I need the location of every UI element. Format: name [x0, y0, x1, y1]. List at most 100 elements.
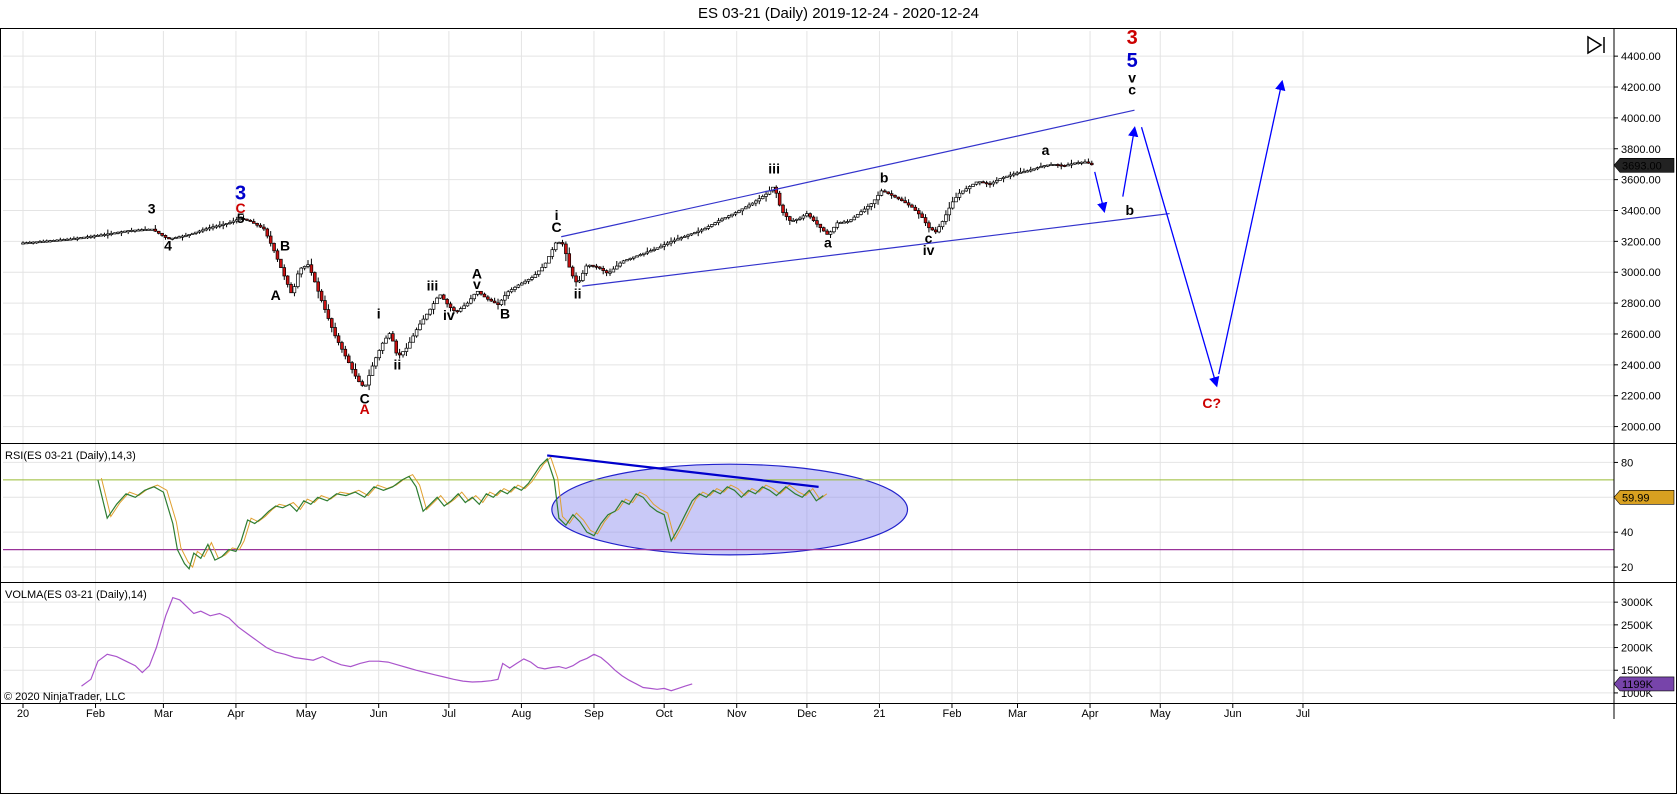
candle-body [51, 240, 56, 242]
candle-body [726, 215, 731, 218]
price-y-tick-label: 3400.00 [1621, 205, 1661, 217]
candle-body [24, 242, 29, 245]
candle-body [957, 192, 962, 198]
candle-body [601, 268, 605, 271]
candle-body [360, 381, 365, 386]
candle-body [920, 213, 924, 218]
candle-body [713, 222, 717, 225]
candle-body [465, 302, 470, 307]
wave-label: A [472, 265, 482, 281]
candle-body [618, 262, 622, 267]
candle-body [357, 375, 361, 383]
divergence-line [547, 454, 819, 488]
candlestick-series [21, 158, 1094, 391]
candle-body [615, 265, 619, 270]
candle-body [136, 229, 141, 232]
candle-body [598, 266, 602, 269]
candle-body [1032, 168, 1036, 171]
candle-body [659, 245, 663, 249]
chart-title: ES 03-21 (Daily) 2019-12-24 - 2020-12-24 [698, 5, 979, 22]
candle-body [296, 273, 300, 287]
price-panel [21, 79, 1286, 391]
wave-label: 5 [237, 210, 245, 226]
candle-body [462, 305, 466, 309]
volma-y-tick-label: 2000K [1621, 643, 1653, 655]
candle-body [201, 229, 205, 232]
price-y-tick-label: 2600.00 [1621, 329, 1661, 341]
candle-body [760, 196, 765, 200]
grid-layer [3, 31, 1614, 702]
chart-canvas[interactable]: 20 Feb Mar Apr May Jun Jul Aug Sep Oct Nov Dec 21 Feb… [1, 29, 1676, 793]
candle-body [380, 342, 385, 351]
candle-body [475, 290, 480, 295]
candle-body [353, 369, 358, 377]
candle-body [163, 235, 168, 238]
candle-body [631, 256, 636, 259]
candle-body [479, 290, 483, 295]
rsi-signal-line [100, 456, 828, 569]
volma-last-value-badge: 1199K [1613, 676, 1675, 692]
candle-body [350, 362, 354, 370]
wave-label: C [236, 200, 246, 216]
candle-body [530, 277, 534, 280]
candle-body [984, 182, 989, 185]
candle-body [370, 365, 375, 376]
candle-body [689, 233, 694, 236]
candle-body [933, 229, 938, 233]
candle-body [211, 226, 215, 229]
volma-panel [81, 596, 693, 692]
candle-body [1005, 175, 1009, 178]
candle-body [489, 298, 493, 302]
candle-body [1028, 169, 1033, 172]
candle-body [448, 303, 453, 308]
candle-body [194, 231, 198, 234]
candle-body [577, 280, 582, 283]
volma-last-value-label: 1199K [1622, 679, 1654, 691]
candle-body [292, 286, 297, 294]
candle-body [771, 186, 775, 192]
candle-body [1083, 161, 1087, 164]
price-y-tick-label: 2800.00 [1621, 298, 1661, 310]
candle-body [1056, 164, 1060, 166]
candle-body [323, 300, 327, 310]
copyright-text: © 2020 NinjaTrader, LLC [4, 691, 125, 703]
wave-label: 4 [164, 238, 172, 254]
candle-body [289, 284, 293, 294]
candle-body [119, 231, 124, 234]
wave-label: C [551, 219, 561, 235]
wave-label: iii [768, 160, 780, 176]
candle-body [849, 219, 853, 222]
candle-body [285, 275, 290, 285]
wave-label: ii [394, 356, 402, 372]
candle-body [431, 303, 436, 310]
candle-body [628, 257, 633, 260]
candle-body [41, 240, 46, 243]
candle-body [1076, 162, 1080, 165]
candle-body [699, 229, 704, 232]
candle-body [964, 188, 969, 192]
candle-body [95, 235, 100, 237]
projection-arrow [1122, 126, 1139, 197]
candle-body [458, 308, 463, 312]
candle-body [503, 295, 507, 301]
x-tick-label: May [296, 708, 317, 720]
candle-body [859, 211, 863, 215]
candle-body [55, 239, 59, 242]
candle-body [520, 282, 524, 286]
candle-body [408, 341, 412, 349]
candle-body [574, 275, 578, 283]
candle-body [764, 193, 768, 197]
candle-body [900, 198, 904, 202]
candle-body [696, 230, 700, 233]
candle-body [1012, 173, 1016, 176]
candle-body [547, 256, 551, 264]
trendline [582, 212, 1170, 287]
candle-body [1090, 162, 1094, 166]
candle-body [116, 231, 120, 234]
trendline [561, 109, 1135, 238]
candle-body [754, 200, 758, 204]
rsi-last-value-badge: 59.99 [1613, 490, 1675, 505]
candle-body [45, 240, 49, 243]
candle-body [435, 297, 439, 305]
candle-body [967, 186, 972, 190]
